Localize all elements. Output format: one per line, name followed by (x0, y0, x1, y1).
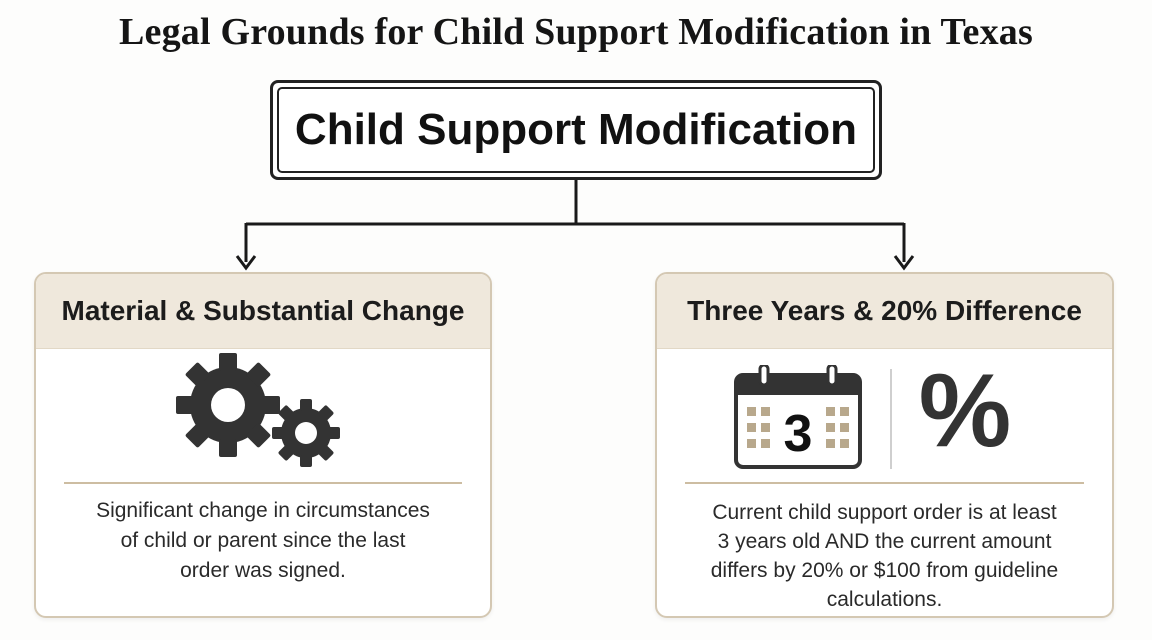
description-line: Significant change in circumstances (96, 499, 430, 522)
description-line: differs by 20% or $100 from guideline (710, 559, 1059, 582)
calendar-icon: 3 (734, 365, 862, 469)
branch-icon-area (36, 349, 490, 479)
branch-heading: Material & Substantial Change (36, 274, 490, 349)
arrow-right-icon (893, 255, 915, 271)
description-line: 3 years old AND the current amount (717, 530, 1052, 553)
root-node-label: Child Support Modification (277, 87, 875, 173)
arrow-left-icon (235, 255, 257, 271)
branch-description: Significant change in circumstances of c… (56, 496, 470, 586)
description-line: of child or parent since the last (120, 529, 406, 552)
branch-icon-area: 3 % (657, 349, 1112, 479)
card-divider (64, 482, 462, 484)
branch-description: Current child support order is at least … (677, 498, 1092, 614)
icon-separator (890, 369, 892, 469)
branch-card-three-years: Three Years & 20% Difference 3 % Current… (655, 272, 1114, 618)
branch-card-material-change: Material & Substantial Change (34, 272, 492, 618)
page-title: Legal Grounds for Child Support Modifica… (118, 11, 1033, 53)
description-line: calculations. (826, 588, 943, 611)
branch-heading: Three Years & 20% Difference (657, 274, 1112, 349)
gears-icon (176, 353, 340, 467)
description-line: Current child support order is at least (712, 501, 1057, 524)
percent-icon: % (918, 353, 1012, 469)
root-node: Child Support Modification (270, 80, 882, 180)
description-line: order was signed. (180, 559, 346, 582)
calendar-number: 3 (784, 405, 813, 463)
card-divider (685, 482, 1084, 484)
